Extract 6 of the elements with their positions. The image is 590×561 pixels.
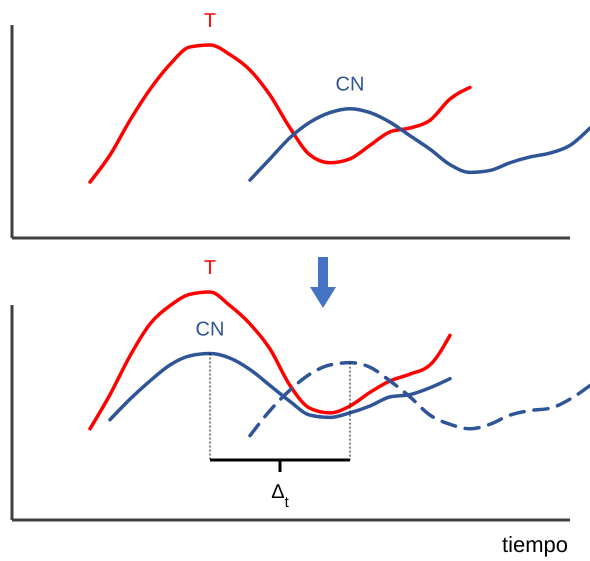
- series-label: T: [204, 10, 216, 32]
- series-label: T: [204, 257, 216, 279]
- annotation: Δ$_{t}$: [271, 481, 290, 510]
- series-label: CN: [196, 318, 224, 341]
- x-axis-title: tiempo: [502, 532, 568, 557]
- series-label: CN: [336, 74, 364, 96]
